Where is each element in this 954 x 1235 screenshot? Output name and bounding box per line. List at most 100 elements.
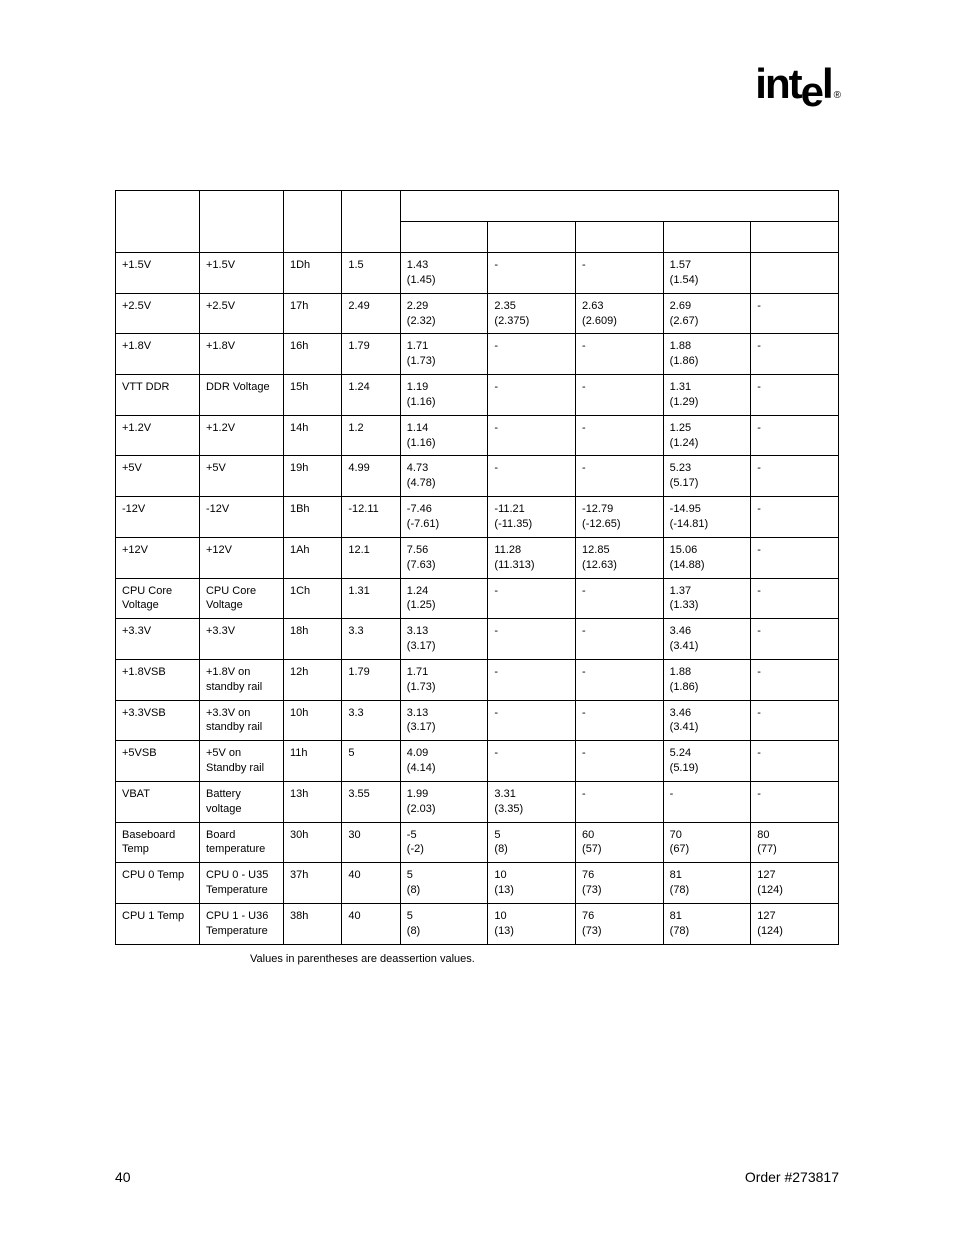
table-cell: 3.3 bbox=[342, 619, 400, 660]
table-cell: 76(73) bbox=[576, 904, 664, 945]
table-cell: - bbox=[751, 741, 839, 782]
table-cell: 19h bbox=[283, 456, 341, 497]
table-cell: - bbox=[576, 659, 664, 700]
table-cell: 1.57(1.54) bbox=[663, 253, 751, 294]
table-row: +12V+12V1Ah12.17.56(7.63)11.28(11.313)12… bbox=[116, 537, 839, 578]
table-cell: 2.29(2.32) bbox=[400, 293, 488, 334]
table-cell: +3.3V bbox=[116, 619, 200, 660]
table-cell: 2.63(2.609) bbox=[576, 293, 664, 334]
table-cell: +2.5V bbox=[199, 293, 283, 334]
table-cell: 17h bbox=[283, 293, 341, 334]
table-cell: 2.49 bbox=[342, 293, 400, 334]
table-cell: 16h bbox=[283, 334, 341, 375]
table-cell: - bbox=[488, 741, 576, 782]
table-header bbox=[400, 191, 838, 222]
table-cell: 18h bbox=[283, 619, 341, 660]
table-header bbox=[488, 222, 576, 253]
table-cell: 15h bbox=[283, 375, 341, 416]
table-cell: 1.71(1.73) bbox=[400, 659, 488, 700]
table-cell: -5(-2) bbox=[400, 822, 488, 863]
table-header bbox=[199, 191, 283, 253]
table-cell: 2.35(2.375) bbox=[488, 293, 576, 334]
table-cell: -12.11 bbox=[342, 497, 400, 538]
table-cell: - bbox=[751, 375, 839, 416]
table-cell: 1Bh bbox=[283, 497, 341, 538]
table-row: +5VSB+5V on Standby rail11h54.09(4.14)--… bbox=[116, 741, 839, 782]
table-cell: - bbox=[576, 253, 664, 294]
table-cell: - bbox=[751, 578, 839, 619]
table-cell: - bbox=[576, 334, 664, 375]
table-cell: +5V bbox=[199, 456, 283, 497]
table-cell: +3.3V bbox=[199, 619, 283, 660]
table-cell: 5.24(5.19) bbox=[663, 741, 751, 782]
table-cell: CPU 1 - U36 Temperature bbox=[199, 904, 283, 945]
table-cell: 5.23(5.17) bbox=[663, 456, 751, 497]
table-cell: 40 bbox=[342, 863, 400, 904]
table-cell: - bbox=[488, 415, 576, 456]
table-cell: - bbox=[576, 375, 664, 416]
table-cell: 3.55 bbox=[342, 781, 400, 822]
table-cell: -12V bbox=[116, 497, 200, 538]
table-cell: -14.95(-14.81) bbox=[663, 497, 751, 538]
table-cell: 4.99 bbox=[342, 456, 400, 497]
table-cell: 127(124) bbox=[751, 863, 839, 904]
table-cell: CPU 1 Temp bbox=[116, 904, 200, 945]
page-footer: 40 Order #273817 bbox=[115, 1169, 839, 1185]
table-cell: 12.1 bbox=[342, 537, 400, 578]
table-cell: 3.46(3.41) bbox=[663, 619, 751, 660]
table-cell: - bbox=[576, 619, 664, 660]
table-cell: 1.79 bbox=[342, 659, 400, 700]
table-header bbox=[342, 191, 400, 253]
table-cell: -12V bbox=[199, 497, 283, 538]
table-footnote: Values in parentheses are deassertion va… bbox=[250, 953, 839, 965]
table-cell: - bbox=[488, 253, 576, 294]
table-cell: +12V bbox=[199, 537, 283, 578]
table-cell: - bbox=[751, 619, 839, 660]
table-cell: - bbox=[751, 781, 839, 822]
table-cell: +1.2V bbox=[116, 415, 200, 456]
table-cell: VTT DDR bbox=[116, 375, 200, 416]
table-cell: -7.46(-7.61) bbox=[400, 497, 488, 538]
table-cell: DDR Voltage bbox=[199, 375, 283, 416]
table-header bbox=[663, 222, 751, 253]
intel-logo: intel® bbox=[755, 60, 839, 108]
table-cell: 1Ah bbox=[283, 537, 341, 578]
table-cell: 38h bbox=[283, 904, 341, 945]
table-cell: 13h bbox=[283, 781, 341, 822]
table-row: -12V-12V1Bh-12.11-7.46(-7.61)-11.21(-11.… bbox=[116, 497, 839, 538]
table-header bbox=[116, 191, 200, 253]
table-cell: Board temperature bbox=[199, 822, 283, 863]
table-header bbox=[576, 222, 664, 253]
table-cell: - bbox=[751, 293, 839, 334]
table-cell: 81(78) bbox=[663, 904, 751, 945]
table-cell: - bbox=[576, 415, 664, 456]
table-cell: - bbox=[488, 456, 576, 497]
table-cell: Battery voltage bbox=[199, 781, 283, 822]
table-cell: +5VSB bbox=[116, 741, 200, 782]
table-cell: +5V bbox=[116, 456, 200, 497]
table-cell: +1.5V bbox=[199, 253, 283, 294]
table-cell: 1.88(1.86) bbox=[663, 334, 751, 375]
table-cell: - bbox=[488, 334, 576, 375]
table-cell: - bbox=[751, 700, 839, 741]
table-cell: - bbox=[488, 619, 576, 660]
table-cell: - bbox=[576, 578, 664, 619]
table-cell: 1.99(2.03) bbox=[400, 781, 488, 822]
table-cell: CPU 0 Temp bbox=[116, 863, 200, 904]
table-cell: -11.21(-11.35) bbox=[488, 497, 576, 538]
table-cell: 30h bbox=[283, 822, 341, 863]
table-cell: - bbox=[488, 375, 576, 416]
table-cell: 4.73(4.78) bbox=[400, 456, 488, 497]
table-cell: 4.09(4.14) bbox=[400, 741, 488, 782]
table-cell: 5(8) bbox=[488, 822, 576, 863]
table-cell: +5V on Standby rail bbox=[199, 741, 283, 782]
table-cell: +1.8V bbox=[199, 334, 283, 375]
table-row: +1.2V+1.2V14h1.21.14(1.16)--1.25(1.24)- bbox=[116, 415, 839, 456]
table-cell: - bbox=[663, 781, 751, 822]
table-cell: 2.69(2.67) bbox=[663, 293, 751, 334]
table-header bbox=[400, 222, 488, 253]
table-cell: 11.28(11.313) bbox=[488, 537, 576, 578]
table-cell: 10(13) bbox=[488, 904, 576, 945]
table-cell: +1.2V bbox=[199, 415, 283, 456]
order-number: Order #273817 bbox=[745, 1169, 839, 1185]
